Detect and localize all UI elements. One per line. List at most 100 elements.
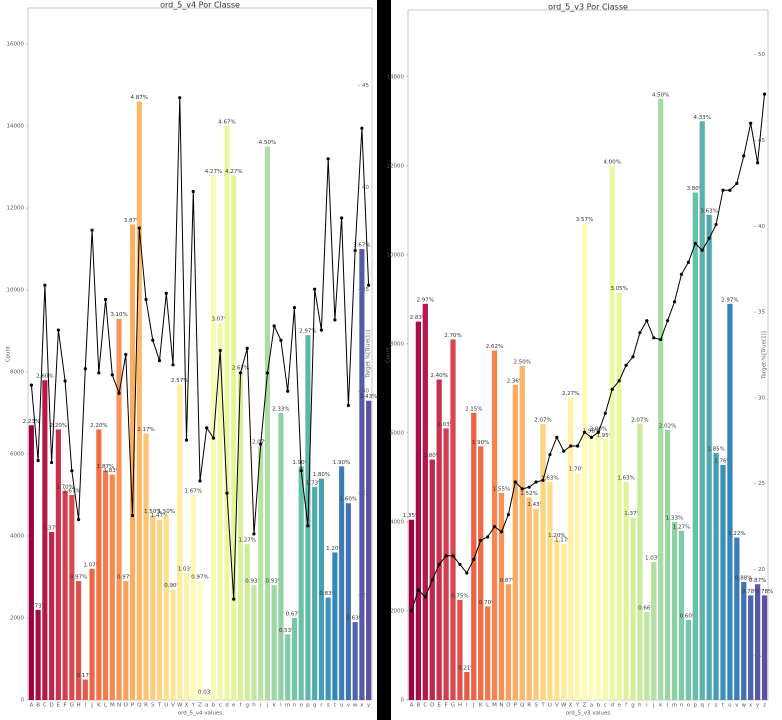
- bar: [754, 584, 761, 700]
- target-point: [451, 554, 455, 558]
- bar-label: 3.10%: [110, 312, 127, 318]
- x-tick-label: V: [555, 703, 559, 709]
- x-tick-label: n: [293, 703, 297, 709]
- x-tick-label: e: [617, 703, 621, 709]
- bar-label: 1.73%: [306, 480, 323, 486]
- x-tick-label: D: [430, 703, 434, 709]
- x-tick-label: y: [367, 703, 371, 709]
- target-point: [97, 371, 101, 375]
- target-point: [130, 513, 135, 518]
- target-point: [472, 557, 476, 561]
- x-tick-label: S: [534, 703, 538, 709]
- bar: [197, 581, 203, 700]
- x-tick-label: w: [742, 703, 747, 709]
- bar: [457, 599, 463, 700]
- bar-label: 1.55%: [493, 487, 510, 493]
- bar: [588, 435, 595, 700]
- bar: [332, 552, 338, 700]
- target-point: [499, 530, 504, 534]
- x-tick-label: N: [499, 703, 503, 709]
- target-point: [326, 157, 330, 161]
- y2-tick-label: 35: [758, 310, 765, 316]
- bar: [96, 429, 102, 700]
- bar: [727, 303, 733, 700]
- bar: [318, 478, 324, 700]
- bar-label: 0.70%: [479, 600, 496, 606]
- target-point: [353, 248, 357, 253]
- bar: [450, 339, 456, 700]
- bar-label: 1.90%: [472, 440, 489, 446]
- x-tick-label: l: [280, 703, 282, 709]
- x-tick-label: m: [672, 703, 677, 709]
- x-tick-label: z: [763, 703, 766, 709]
- bar: [616, 292, 622, 700]
- bar: [443, 428, 449, 700]
- bar-label: 1.20%: [548, 533, 565, 539]
- bar-label: 2.20%: [90, 423, 107, 429]
- bar-label: 2.03%: [437, 422, 454, 428]
- x-tick-label: U: [164, 703, 168, 709]
- x-tick-label: A: [410, 703, 414, 709]
- x-tick-label: R: [527, 703, 531, 709]
- x-tick-label: N: [117, 703, 121, 709]
- bar: [602, 439, 608, 700]
- bar: [224, 126, 230, 701]
- x-tick-label: p: [694, 703, 698, 709]
- target-point: [103, 297, 108, 302]
- bar-label: 1.03%: [645, 556, 662, 562]
- target-point: [479, 538, 483, 542]
- bar: [123, 581, 129, 700]
- target-point: [603, 411, 607, 415]
- x-tick-label: G: [451, 703, 455, 709]
- bar: [190, 495, 196, 700]
- target-point: [306, 524, 310, 528]
- x-tick-label: W: [561, 703, 567, 709]
- bar-label: 1.03%: [178, 566, 195, 572]
- bar: [204, 695, 210, 700]
- bar-label: 4.27%: [225, 169, 242, 175]
- x-tick-label: K: [97, 703, 101, 709]
- x-tick-label: j: [652, 703, 655, 709]
- bar: [312, 486, 318, 700]
- target-point: [191, 189, 195, 194]
- target-point: [624, 363, 628, 367]
- target-point: [506, 513, 510, 517]
- bar: [109, 474, 115, 700]
- y-tick-label: 2000: [10, 616, 24, 622]
- bar: [574, 472, 581, 700]
- target-point: [279, 338, 283, 342]
- bar-label: 1.70%: [56, 484, 73, 490]
- x-tick-label: w: [353, 703, 358, 709]
- x-tick-label: a: [205, 703, 208, 709]
- target-point: [430, 578, 434, 582]
- bar: [637, 424, 643, 700]
- bar: [35, 609, 41, 700]
- bar-label: 0.97%: [70, 575, 87, 581]
- x-tick-label: U: [548, 703, 552, 709]
- target-point: [117, 391, 121, 395]
- x-tick-label: I: [85, 703, 87, 709]
- bar-label: 2.50%: [513, 360, 530, 366]
- bar-label: 1.90%: [333, 460, 350, 466]
- y-tick-label: 6000: [10, 452, 24, 458]
- bar-label: 0.78%: [756, 589, 773, 595]
- x-tick-label: F: [444, 703, 447, 709]
- x-tick-label: H: [77, 703, 81, 709]
- y-tick-label: 0: [401, 698, 405, 704]
- target-point: [437, 562, 441, 567]
- x-tick-label: J: [90, 703, 93, 709]
- target-point: [124, 352, 128, 357]
- bar: [183, 572, 190, 700]
- target-point: [416, 588, 420, 592]
- x-tick-label: k: [659, 703, 663, 709]
- bar: [526, 497, 532, 700]
- bar: [630, 517, 636, 700]
- x-tick-label: j: [266, 703, 269, 709]
- x-tick-label: Q: [520, 703, 525, 709]
- bar: [478, 446, 484, 700]
- target-point: [576, 444, 580, 448]
- target-point: [184, 438, 189, 442]
- y2-tick-label: 15: [758, 653, 765, 659]
- bar: [658, 99, 664, 701]
- bar-label: 0.83%: [319, 591, 336, 597]
